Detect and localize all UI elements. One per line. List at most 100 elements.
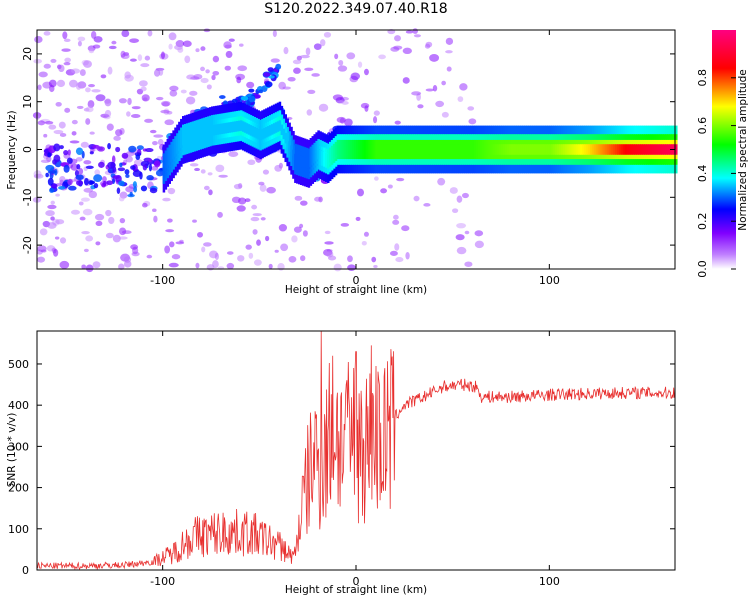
heatmap-ridge-cell — [243, 122, 247, 133]
heatmap-blob — [121, 152, 129, 159]
y-tick-label: -10 — [21, 188, 34, 206]
heatmap-speckle — [283, 46, 289, 55]
heatmap-ridge-cell — [412, 144, 415, 155]
heatmap-ridge-cell — [564, 144, 568, 155]
heatmap-ridge-cell — [613, 144, 616, 155]
heatmap-speckle — [83, 60, 92, 68]
heatmap-blob — [140, 160, 150, 167]
heatmap-ridge-cell — [526, 144, 529, 155]
heatmap-ridge-cell — [493, 144, 496, 155]
heatmap-ridge-cell — [582, 144, 585, 155]
heatmap-speckle — [266, 186, 276, 194]
heatmap-speckle — [364, 68, 369, 76]
heatmap-speckle — [361, 240, 367, 246]
heatmap-speckle — [413, 34, 421, 38]
heatmap-ridge-cell — [325, 152, 328, 164]
heatmap-speckle — [92, 44, 101, 49]
heatmap-ridge-cell — [595, 144, 599, 155]
heatmap-speckle — [405, 30, 414, 34]
heatmap-speckle — [53, 129, 64, 135]
heatmap-ridge-cell — [301, 156, 305, 168]
heatmap-speckle — [304, 67, 314, 71]
heatmap-speckle — [44, 120, 54, 125]
heatmap-speckle — [71, 68, 81, 74]
heatmap-speckle — [50, 200, 55, 205]
heatmap-ridge-cell — [354, 144, 357, 155]
heatmap-branch-blob — [263, 72, 271, 77]
heatmap-speckle — [186, 74, 196, 80]
heatmap-ridge-cell — [369, 144, 373, 155]
heatmap-speckle — [167, 218, 173, 223]
heatmap-ridge-cell — [566, 144, 570, 155]
heatmap-blob — [153, 160, 161, 168]
heatmap-ridge-cell — [180, 137, 183, 149]
heatmap-speckle — [118, 236, 128, 240]
y-tick-label: 400 — [8, 399, 29, 412]
heatmap-speckle — [123, 256, 132, 263]
heatmap-speckle — [85, 87, 91, 93]
heatmap-ridge-cell — [580, 144, 583, 155]
heatmap-ridge-cell — [508, 144, 512, 155]
heatmap-speckle — [413, 195, 420, 202]
heatmap-speckle — [355, 216, 361, 221]
heatmap-blob — [51, 183, 58, 189]
heatmap-ridge-cell — [586, 144, 589, 155]
heatmap-ridge-cell — [363, 144, 367, 155]
heatmap-ridge-cell — [251, 126, 255, 137]
heatmap-speckle — [260, 217, 266, 221]
heatmap-ridge-cell — [547, 144, 550, 155]
heatmap-blob — [88, 180, 94, 186]
heatmap-ridge-cell — [512, 144, 516, 155]
heatmap-ridge-cell — [338, 144, 342, 155]
heatmap-speckle — [38, 71, 48, 78]
heatmap-ridge-cell — [276, 121, 280, 132]
heatmap-blob — [75, 147, 84, 156]
heatmap-speckle — [76, 105, 84, 109]
heatmap-speckle — [346, 52, 356, 60]
heatmap-ridge-cell — [634, 144, 637, 155]
heatmap-speckle — [277, 262, 285, 271]
heatmap-speckle — [387, 184, 393, 189]
heatmap-branch-blob — [248, 88, 255, 93]
heatmap-ridge-cell — [207, 126, 210, 137]
heatmap-speckle — [212, 71, 220, 76]
heatmap-speckle — [45, 210, 55, 217]
heatmap-speckle — [87, 100, 95, 109]
heatmap-speckle — [401, 225, 410, 232]
heatmap-speckle — [106, 123, 114, 131]
heatmap-ridge-cell — [280, 124, 284, 136]
y-tick-label: 0 — [22, 564, 29, 577]
heatmap-blob — [85, 165, 94, 169]
heatmap-ridge-cell — [421, 144, 425, 155]
heatmap-blob — [136, 145, 144, 150]
heatmap-blob — [117, 167, 126, 172]
heatmap-ridge-cell — [259, 129, 262, 141]
heatmap-ridge-cell — [222, 123, 226, 134]
heatmap-blob — [112, 166, 117, 173]
heatmap-ridge-cell — [588, 144, 591, 155]
heatmap-ridge-cell — [236, 120, 239, 132]
heatmap-speckle — [36, 256, 46, 263]
heatmap-ridge-cell — [170, 151, 173, 163]
heatmap-blob — [111, 155, 116, 164]
heatmap-speckle — [201, 246, 206, 253]
heatmap-speckle — [268, 263, 273, 269]
heatmap-ridge-cell — [292, 149, 295, 161]
heatmap-ridge-cell — [452, 144, 456, 155]
heatmap-speckle — [278, 81, 287, 90]
heatmap-speckle — [274, 164, 283, 172]
heatmap-speckle — [119, 218, 126, 224]
heatmap-speckle — [373, 264, 378, 268]
heatmap-speckle — [325, 250, 334, 258]
y-tick-label: 300 — [8, 440, 29, 453]
heatmap-speckle — [118, 196, 125, 202]
heatmap-speckle — [55, 219, 65, 225]
heatmap-speckle — [456, 195, 463, 203]
heatmap-speckle — [393, 214, 399, 220]
heatmap-ridge-cell — [270, 124, 274, 135]
heatmap-speckle — [371, 256, 377, 263]
heatmap-ridge-cell — [541, 144, 545, 155]
heatmap-speckle — [81, 264, 86, 270]
spectrogram-x-label: Height of straight line (km) — [285, 284, 427, 296]
heatmap-speckle — [200, 46, 206, 51]
